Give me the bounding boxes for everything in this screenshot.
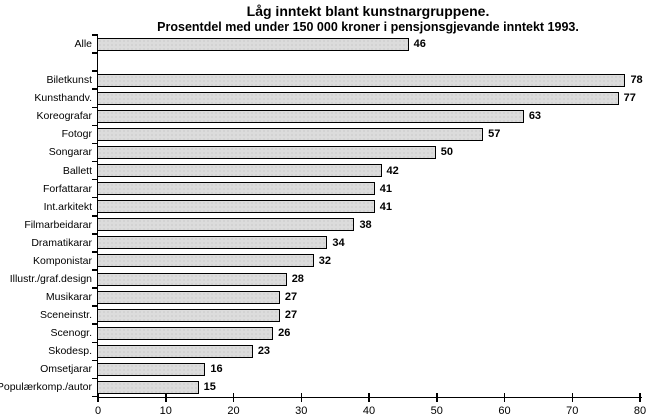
- x-tick-label: 80: [633, 404, 647, 417]
- bar-value-label: 27: [284, 291, 298, 304]
- y-axis-tick: [91, 359, 98, 362]
- y-axis-tick: [91, 287, 98, 289]
- x-axis-tick: [436, 393, 438, 402]
- chart-subtitle: Prosentdel med under 150 000 kroner i pe…: [157, 20, 579, 34]
- category-label: Omsetjarar: [40, 363, 92, 376]
- y-axis-tick: [91, 178, 98, 181]
- y-axis-tick: [91, 305, 98, 307]
- y-axis-tick: [91, 196, 98, 199]
- category-label: Kunsthandv.: [34, 92, 92, 105]
- x-axis-tick: [300, 393, 302, 402]
- x-axis-tick: [368, 393, 370, 402]
- category-label: Populærkomp./autor: [0, 381, 92, 394]
- bar-value-label: 78: [630, 74, 643, 87]
- category-label: Filmarbeidarar: [24, 218, 92, 231]
- category-label: Skodesp.: [48, 345, 92, 358]
- category-label: Sceneinstr.: [40, 309, 92, 322]
- bar: [97, 182, 375, 196]
- x-tick-label: 0: [94, 404, 102, 417]
- bar: [97, 73, 626, 87]
- bar-value-label: 32: [318, 254, 332, 267]
- bar: [97, 37, 409, 51]
- y-axis-tick: [91, 341, 98, 344]
- x-tick-label: 30: [295, 404, 308, 417]
- x-axis-tick: [232, 393, 235, 402]
- y-axis-tick: [91, 233, 98, 235]
- y-axis-tick: [91, 215, 98, 217]
- x-tick-label: 70: [566, 404, 579, 417]
- bar: [97, 344, 253, 358]
- bar-value-label: 15: [203, 381, 216, 394]
- x-axis-tick: [97, 393, 99, 402]
- y-axis-tick: [91, 70, 98, 72]
- y-axis-tick: [91, 34, 98, 36]
- bar-value-label: 34: [332, 236, 345, 249]
- bar: [97, 254, 314, 268]
- category-label: Dramatikarar: [31, 236, 92, 249]
- bar-value-label: 27: [284, 309, 298, 322]
- bar: [97, 145, 436, 159]
- y-axis-tick: [91, 88, 98, 90]
- x-tick-label: 40: [362, 404, 376, 417]
- category-label: Illustr./graf.design: [9, 273, 92, 285]
- bar: [97, 200, 375, 214]
- y-axis-tick: [91, 142, 98, 145]
- category-label: Komponistar: [33, 254, 92, 267]
- bar-value-label: 46: [413, 38, 426, 51]
- x-tick-label: 60: [498, 404, 511, 417]
- category-label: Forfattarar: [42, 182, 92, 195]
- bar: [97, 109, 524, 123]
- category-label: Int.arkitekt: [43, 200, 92, 213]
- bar-value-label: 57: [488, 128, 501, 141]
- y-axis-tick: [91, 323, 98, 325]
- category-label: Scenogr.: [50, 327, 92, 340]
- y-axis-tick: [91, 160, 98, 163]
- bar: [97, 91, 619, 105]
- bar-value-label: 38: [359, 218, 372, 231]
- category-label: Ballett: [62, 164, 92, 177]
- bar-value-label: 28: [291, 273, 304, 285]
- bar-value-label: 63: [528, 110, 542, 123]
- bar: [97, 326, 274, 340]
- bar-value-label: 50: [440, 146, 453, 159]
- category-label: Musikarar: [45, 291, 92, 304]
- category-label: Songarar: [48, 146, 92, 159]
- category-label: Fotogr: [61, 128, 92, 141]
- bar-value-label: 26: [278, 327, 291, 340]
- bar: [97, 236, 328, 250]
- bar: [97, 127, 484, 141]
- chart-title: Låg inntekt blant kunstnargruppene.: [246, 3, 490, 19]
- x-axis-tick: [639, 393, 641, 402]
- y-axis-tick: [91, 377, 98, 380]
- y-axis-tick: [91, 269, 98, 271]
- x-tick-label: 20: [227, 404, 240, 417]
- bar: [97, 164, 382, 178]
- category-label: Alle: [74, 38, 92, 51]
- y-axis-tick: [91, 395, 98, 398]
- category-label: Koreografar: [36, 110, 92, 123]
- y-axis-tick: [91, 124, 98, 127]
- bar: [97, 290, 280, 304]
- bar: [97, 362, 206, 376]
- bar: [97, 218, 355, 232]
- category-label: Biletkunst: [46, 74, 92, 87]
- bar-value-label: 23: [257, 345, 271, 358]
- bar: [97, 272, 287, 286]
- bar: [97, 308, 280, 322]
- x-tick-label: 10: [159, 404, 172, 417]
- x-axis-tick: [503, 393, 506, 402]
- bar-value-label: 42: [386, 164, 399, 177]
- bar-value-label: 16: [210, 363, 223, 376]
- bar-value-label: 41: [379, 200, 393, 213]
- bar-value-label: 41: [379, 182, 393, 195]
- y-axis-tick: [91, 251, 98, 253]
- x-tick-label: 50: [430, 404, 443, 417]
- bar-value-label: 77: [623, 92, 636, 105]
- y-axis-tick: [91, 52, 98, 54]
- bar: [97, 380, 199, 394]
- x-axis-tick: [571, 393, 573, 402]
- x-axis-tick: [165, 393, 167, 402]
- y-axis-tick: [91, 106, 98, 109]
